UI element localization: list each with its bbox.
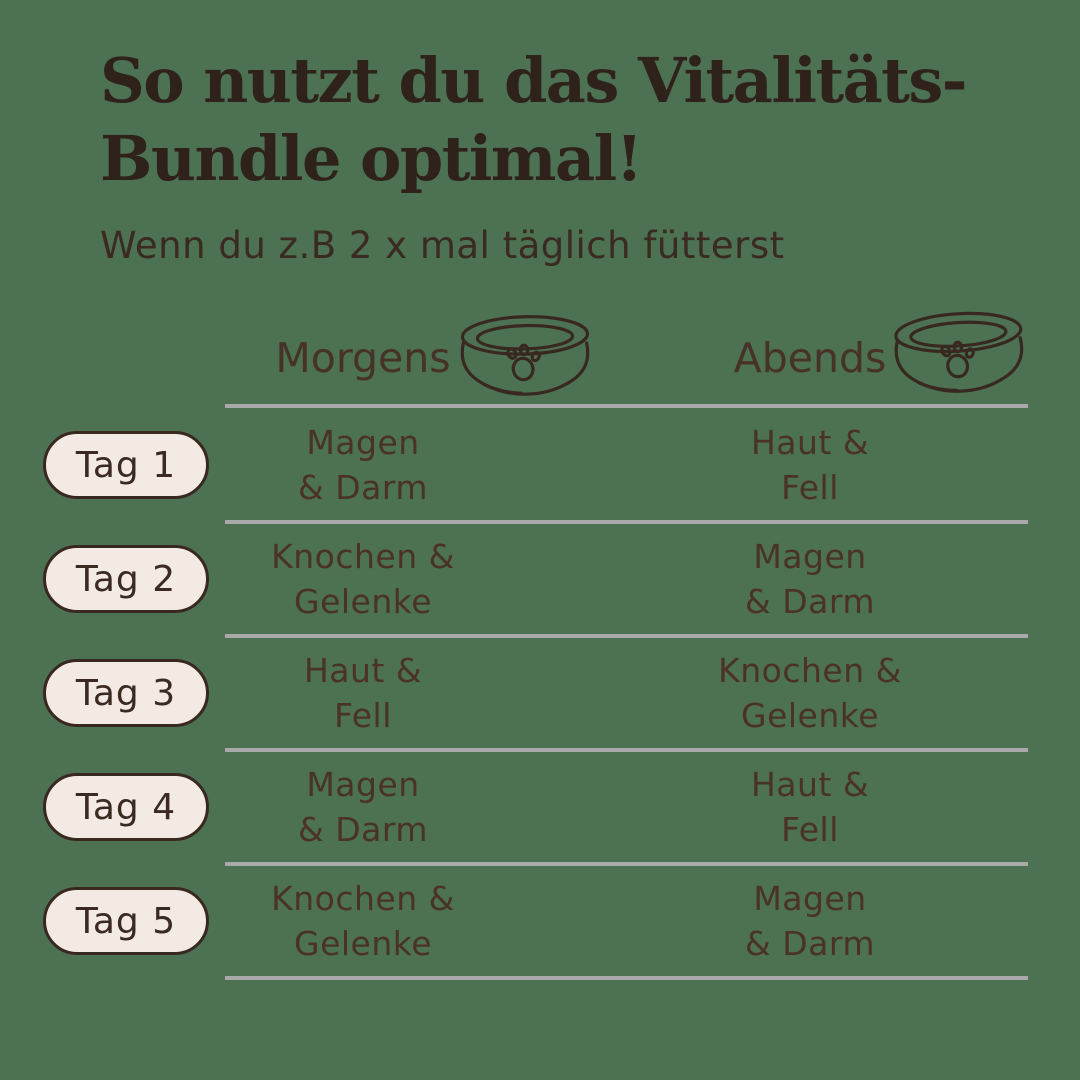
page-subtitle: Wenn du z.B 2 x mal täglich fütterst [100,224,785,267]
table-row: Tag 5 Knochen & Gelenke Magen & Darm [0,864,1080,980]
table-row: Tag 3 Haut & Fell Knochen & Gelenke [0,636,1080,752]
day-pill: Tag 2 [43,545,209,613]
evening-cell: Magen & Darm [745,537,875,621]
dog-bowl-icon [887,308,1032,397]
dog-bowl-icon [454,313,596,397]
divider-line [225,748,1028,752]
title-line-1: So nutzt du das Vitalitäts- [100,44,968,117]
evening-cell: Knochen & Gelenke [718,651,902,735]
divider-line [225,520,1028,524]
divider-line [225,634,1028,638]
evening-cell: Haut & Fell [750,765,870,849]
schedule-table: Tag 1 Magen & Darm Haut & Fell Tag 2 Kno… [0,408,1080,980]
column-header-morgens: Morgens [275,334,451,382]
table-row: Tag 2 Knochen & Gelenke Magen & Darm [0,522,1080,638]
table-row: Tag 1 Magen & Darm Haut & Fell [0,408,1080,524]
day-pill: Tag 1 [43,431,209,499]
morning-cell: Magen & Darm [298,765,428,849]
column-header-abends: Abends [733,334,887,382]
day-pill: Tag 4 [43,773,209,841]
day-pill: Tag 5 [43,887,209,955]
evening-cell: Magen & Darm [745,879,875,963]
morning-cell: Magen & Darm [298,423,428,507]
morning-cell: Haut & Fell [303,651,423,735]
divider-line [225,976,1028,980]
table-row: Tag 4 Magen & Darm Haut & Fell [0,750,1080,866]
day-pill: Tag 3 [43,659,209,727]
morning-cell: Knochen & Gelenke [271,537,455,621]
divider-line [225,404,1028,408]
divider-line [225,862,1028,866]
page-title: So nutzt du das Vitalitäts- Bundle optim… [100,42,968,198]
title-line-2: Bundle optimal! [100,122,643,195]
morning-cell: Knochen & Gelenke [271,879,455,963]
evening-cell: Haut & Fell [750,423,870,507]
